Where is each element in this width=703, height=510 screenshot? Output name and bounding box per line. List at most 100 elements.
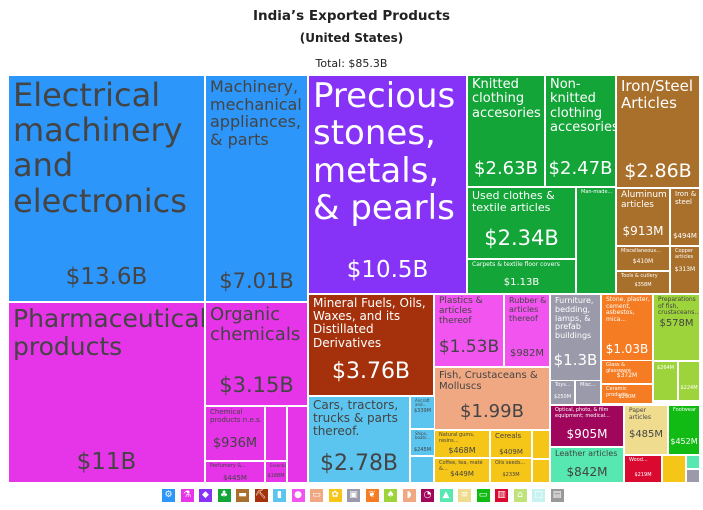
tile-label: Carpets & textile floor covers [472,261,560,268]
treemap-tile[interactable]: $264M [653,361,678,401]
tile-label: Miscellaneous... [621,248,661,254]
tile-label: Rubber & articles thereof [509,296,547,323]
box-icon[interactable]: ▣ [346,488,361,503]
tile-label: Precious stones, metals, & pearls [313,76,456,229]
treemap-tile[interactable]: Iron & steel $494M [670,188,700,246]
treemap-tile[interactable]: Iron/Steel Articles $2.86B [616,75,700,188]
treemap-tile[interactable]: Coffee, tea, maté &... $449M [434,458,490,483]
treemap-filler-tile[interactable] [532,430,550,459]
train-icon[interactable]: ▥ [494,488,509,503]
tile-label: Pharmaceutical products [13,304,205,361]
tile-value: $452M [670,437,698,446]
treemap-tile[interactable]: Cereals $409M [490,430,532,458]
treemap-filler-tile[interactable] [532,459,550,483]
treemap-tile[interactable]: Leather articles $842M [550,447,624,483]
sofa-icon[interactable]: ▭ [309,488,324,503]
tile-label: Paper articles [629,407,651,421]
treemap-tile[interactable]: Aircraft and... $339M [410,396,435,429]
tile-value: $358M [634,282,652,288]
tile-label: Fish, Crustaceans & Molluscs [439,370,538,392]
tile-label: Machinery, mechanical appliances, & part… [210,77,302,149]
pig-icon[interactable]: ● [290,488,306,503]
tile-label: Cereals [495,432,522,440]
truck-icon[interactable]: ▬ [235,488,250,503]
tile-label: Ships, boats... [415,431,430,441]
treemap-tile[interactable]: Plastics & articles thereof $1.53B [434,294,504,367]
tile-value: $905M [566,427,608,441]
treemap-tile[interactable]: Oils seeds... $233M [490,458,532,483]
tile-value: $468M [448,446,476,455]
treemap-tile[interactable]: Chemical products n.e.s. $936M [205,406,265,461]
misc-icon[interactable]: □ [531,488,546,503]
tile-value: $339M [413,408,432,414]
tile-label: Chemical products n.e.s. [210,408,262,424]
treemap-tile[interactable]: Natural gums, resins... $468M [434,430,490,458]
treemap-tile[interactable]: Machinery, mechanical appliances, & part… [205,75,308,302]
treemap-tile[interactable]: Misc... [575,380,601,405]
treemap-tile[interactable]: Aluminum articles $913M [616,188,670,246]
treemap-filler-tile[interactable] [287,406,308,483]
treemap-tile[interactable]: Miscellaneous... $410M [616,246,670,271]
art-icon[interactable]: ▤ [549,488,565,503]
tile-label: Essential... [270,463,287,468]
treemap-tile[interactable]: Essential... $188M [265,461,287,483]
treemap-tile[interactable]: Carpets & textile floor covers $1.13B [467,259,576,294]
tile-value: $3.76B [331,359,411,384]
treemap-tile[interactable]: Perfumery &... $445M [205,461,265,483]
treemap-tile[interactable]: Non-knitted clothing accesories $2.47B [545,75,616,187]
fish-icon[interactable]: ◗ [401,488,417,503]
tile-label: Leather articles [555,449,618,458]
treemap-tile[interactable]: Cars, tractors, trucks & parts thereof. $… [308,396,410,483]
tile-label: Copper articles [675,248,694,260]
gear-icon[interactable]: ⚙ [161,488,176,503]
treemap-tile[interactable]: Toys... $250M [550,380,575,405]
treemap-tile[interactable]: Footwear $452M [668,405,700,455]
bottle-icon[interactable]: ▮ [272,488,287,503]
treemap-tile[interactable]: $224M [678,361,700,401]
tile-value: $410M [632,258,654,265]
treemap-tile[interactable]: Glass & glassware $372M [601,360,653,384]
paper-icon[interactable]: ≡ [457,488,472,503]
treemap-filler-tile[interactable] [662,455,686,483]
treemap-tile[interactable]: Fish, Crustaceans & Molluscs $1.99B [434,367,550,430]
gem-icon[interactable]: ◆ [198,488,213,503]
treemap-tile[interactable]: Man-made... [576,187,616,294]
treemap-tile[interactable]: Organic chemicals $3.15B [205,302,308,406]
treemap-tile[interactable]: Mineral Fuels, Oils, Waxes, and its Dist… [308,294,434,396]
car-icon[interactable]: ▭ [475,488,491,503]
flask-icon[interactable]: ⚗ [179,488,195,503]
wheat-icon[interactable]: ❦ [364,488,380,503]
tile-label: Plastics & articles thereof [439,296,483,326]
treemap-tile[interactable]: Wood... $219M [624,455,662,483]
treemap-tile[interactable]: Knitted clothing accesories $2.63B [467,75,545,187]
treemap-tile[interactable]: Copper articles $313M [670,246,700,294]
tile-value: $982M [509,348,545,359]
treemap-tile[interactable]: Pharmaceutical products $11B [8,302,205,483]
chart-title: India’s Exported Products [253,8,450,24]
treemap-filler-tile[interactable] [265,406,287,461]
tile-value: $842M [566,465,608,479]
treemap-tile[interactable]: Rubber & articles thereof $982M [504,294,550,367]
hat-icon[interactable]: ⌂ [512,488,528,503]
shoe-icon[interactable]: ▲ [438,488,454,503]
tile-value: $2.63B [474,158,538,179]
treemap-tile[interactable]: Tools & cutlery $358M [616,271,670,294]
treemap-tile[interactable]: Ceramic products $290M [601,384,653,404]
plant-icon[interactable]: ♠ [383,488,398,503]
treemap-filler-tile[interactable] [686,469,700,483]
treemap-tile[interactable]: Used clothes & textile articles $2.34B [467,187,576,259]
grain-icon[interactable]: ✿ [327,488,343,503]
treemap-tile[interactable]: Preparations of fish, crustaceans... $578… [653,294,700,361]
tile-label: Aluminum articles [621,190,667,210]
treemap-tile[interactable]: Precious stones, metals, & pearls $10.5B [308,75,467,294]
treemap-tile[interactable]: Paper articles $485M [624,405,668,455]
treemap-filler-tile[interactable] [410,456,434,483]
treemap-tile[interactable]: Optical, photo, & film equipment; medica… [550,405,624,447]
treemap-tile[interactable]: Ships, boats... $245M [410,429,435,456]
tile-label: Glass & glassware [606,362,632,374]
treemap-filler-tile[interactable] [686,455,700,469]
gauge-icon[interactable]: ◔ [420,488,435,503]
treemap-tile[interactable]: Electrical machinery and electronics $13.… [8,75,205,302]
shirt-icon[interactable]: ♣ [216,488,232,503]
pickaxe-icon[interactable]: ⛏ [253,488,269,503]
